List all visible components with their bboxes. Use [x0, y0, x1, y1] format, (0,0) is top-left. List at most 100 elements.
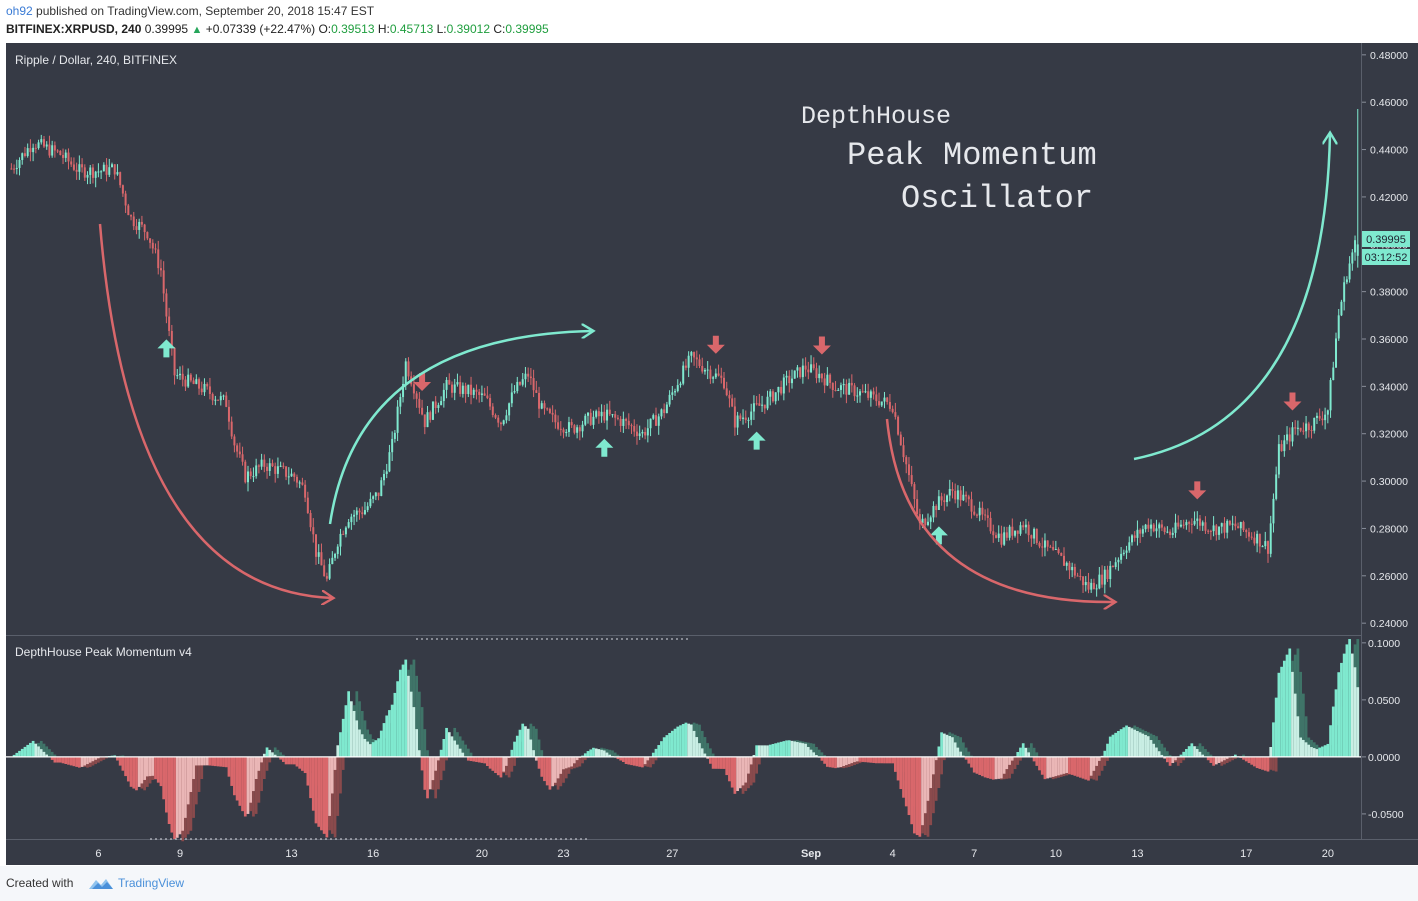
momentum-bar	[804, 743, 807, 757]
momentum-trail-bar	[45, 746, 49, 757]
momentum-bar	[306, 756, 310, 786]
candle-body	[1307, 423, 1310, 431]
candle-body	[230, 421, 233, 437]
candle-body	[899, 434, 902, 446]
momentum-bar	[257, 756, 261, 771]
momentum-bar	[975, 756, 979, 774]
momentum-bar	[1318, 747, 1322, 757]
momentum-bar	[657, 745, 661, 757]
momentum-bar	[502, 756, 506, 772]
momentum-bar	[126, 756, 130, 782]
momentum-bar	[1353, 667, 1357, 757]
momentum-bar	[600, 749, 603, 757]
momentum-trail-bar	[820, 752, 824, 757]
author-link[interactable]: oh92	[6, 4, 33, 18]
momentum-bar	[1331, 706, 1335, 757]
candle-body	[872, 391, 875, 395]
momentum-bar	[412, 707, 416, 757]
momentum-bar	[670, 730, 674, 757]
candle-body	[625, 418, 628, 421]
momentum-bar	[205, 756, 209, 766]
candle-body	[1215, 525, 1218, 535]
momentum-bar	[722, 756, 726, 769]
candle-body	[470, 384, 473, 395]
momentum-trail-bar	[562, 756, 565, 783]
chart-canvas[interactable]: 0.480000.460000.440000.420000.400000.380…	[0, 0, 1418, 866]
candle-body	[315, 534, 317, 557]
momentum-trail-bar	[1098, 756, 1101, 776]
momentum-bar	[997, 756, 1001, 779]
candle-body	[1223, 523, 1226, 533]
candle-body	[986, 515, 989, 518]
momentum-trail-bar	[934, 756, 938, 801]
tradingview-brand-link[interactable]: TradingView	[118, 876, 185, 890]
candle-body	[1147, 524, 1150, 529]
momentum-trail-bar	[333, 756, 337, 838]
momentum-bar	[1302, 739, 1305, 757]
candle-body	[736, 415, 739, 428]
momentum-bar	[937, 746, 941, 757]
momentum-bar	[855, 756, 859, 762]
momentum-bar	[567, 756, 571, 768]
candle-body	[421, 407, 424, 415]
candle-body	[859, 391, 861, 396]
candle-body	[1092, 582, 1095, 590]
momentum-bar	[845, 756, 848, 766]
candle-body	[831, 382, 834, 390]
candle-body	[271, 463, 274, 467]
momentum-bar	[260, 756, 263, 763]
momentum-bar	[782, 741, 786, 757]
momentum-trail-bar	[260, 756, 263, 792]
candle-body	[1079, 575, 1082, 577]
candle-body	[763, 404, 766, 409]
momentum-bar	[681, 723, 685, 757]
momentum-bar	[496, 756, 500, 776]
momentum-bar	[793, 741, 797, 757]
candle-body	[709, 369, 712, 379]
candle-body	[1120, 553, 1123, 560]
momentum-bar	[725, 756, 729, 776]
momentum-bar	[532, 750, 535, 757]
candle-body	[603, 411, 606, 421]
candle-body	[682, 365, 685, 384]
momentum-bar	[156, 756, 160, 783]
time-axis[interactable]	[6, 840, 1418, 865]
candle-body	[1275, 474, 1278, 499]
momentum-bar	[891, 756, 894, 764]
candle-body	[320, 552, 323, 566]
candle-body	[173, 347, 176, 376]
momentum-trail-bar	[812, 743, 816, 757]
momentum-bar	[926, 756, 930, 801]
momentum-bar	[820, 756, 824, 761]
momentum-trail-bar	[510, 756, 514, 772]
candle-body	[695, 357, 698, 360]
momentum-bar	[981, 756, 984, 777]
momentum-bar	[377, 738, 380, 757]
price-tick-label: 0.36000	[1370, 334, 1408, 346]
candle-body	[260, 459, 263, 467]
candle-body	[483, 393, 486, 396]
momentum-trail-bar	[1234, 756, 1237, 759]
tradingview-logo-icon[interactable]	[88, 875, 114, 891]
momentum-bar	[1310, 747, 1313, 757]
price-axis[interactable]	[1362, 43, 1418, 839]
momentum-bar	[39, 749, 43, 757]
candle-body	[1337, 315, 1340, 339]
candle-body	[339, 533, 342, 547]
momentum-bar	[197, 756, 201, 766]
momentum-histogram	[12, 639, 1360, 842]
price-tick-label: 0.44000	[1370, 145, 1408, 157]
momentum-bar	[1038, 756, 1041, 771]
candle-body	[157, 249, 160, 269]
momentum-bar	[178, 756, 182, 835]
time-tick-label: 9	[177, 848, 183, 860]
symbol-name[interactable]: BITFINEX:XRPUSD, 240	[6, 22, 142, 36]
candle-body	[524, 373, 527, 380]
osc-tick-label: 0.1000	[1368, 638, 1400, 650]
candle-body	[1204, 522, 1207, 531]
candle-body	[1247, 532, 1250, 537]
candle-body	[815, 368, 818, 379]
candle-body	[170, 330, 173, 348]
momentum-trail-bar	[929, 756, 933, 826]
momentum-trail-bar	[1016, 756, 1020, 765]
